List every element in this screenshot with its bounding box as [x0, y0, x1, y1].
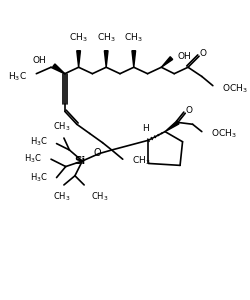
Text: OCH$_3$: OCH$_3$	[211, 127, 237, 140]
Text: H$_3$C: H$_3$C	[8, 70, 27, 83]
Text: H$_3$C: H$_3$C	[30, 171, 47, 184]
Text: CH$_3$: CH$_3$	[124, 32, 143, 44]
Polygon shape	[53, 64, 65, 74]
Polygon shape	[104, 51, 108, 67]
Polygon shape	[165, 121, 179, 132]
Text: CH$_3$: CH$_3$	[69, 32, 88, 44]
Polygon shape	[77, 51, 80, 67]
Text: CH$_3$: CH$_3$	[132, 155, 150, 167]
Text: H$_3$C: H$_3$C	[30, 136, 47, 148]
Text: O: O	[93, 148, 101, 158]
Text: OH: OH	[178, 52, 192, 61]
Text: H: H	[142, 124, 149, 133]
Polygon shape	[161, 57, 173, 67]
Text: CH$_3$: CH$_3$	[53, 120, 71, 133]
Text: OCH$_3$: OCH$_3$	[222, 82, 248, 95]
Text: CH$_3$: CH$_3$	[97, 32, 116, 44]
Text: OH: OH	[33, 56, 46, 65]
Text: O: O	[186, 106, 192, 115]
Text: O: O	[199, 49, 206, 58]
Text: CH$_3$: CH$_3$	[92, 190, 109, 203]
Text: Si: Si	[74, 156, 85, 166]
Text: CH$_3$: CH$_3$	[53, 190, 71, 203]
Text: H$_3$C: H$_3$C	[24, 152, 42, 164]
Polygon shape	[132, 51, 136, 67]
